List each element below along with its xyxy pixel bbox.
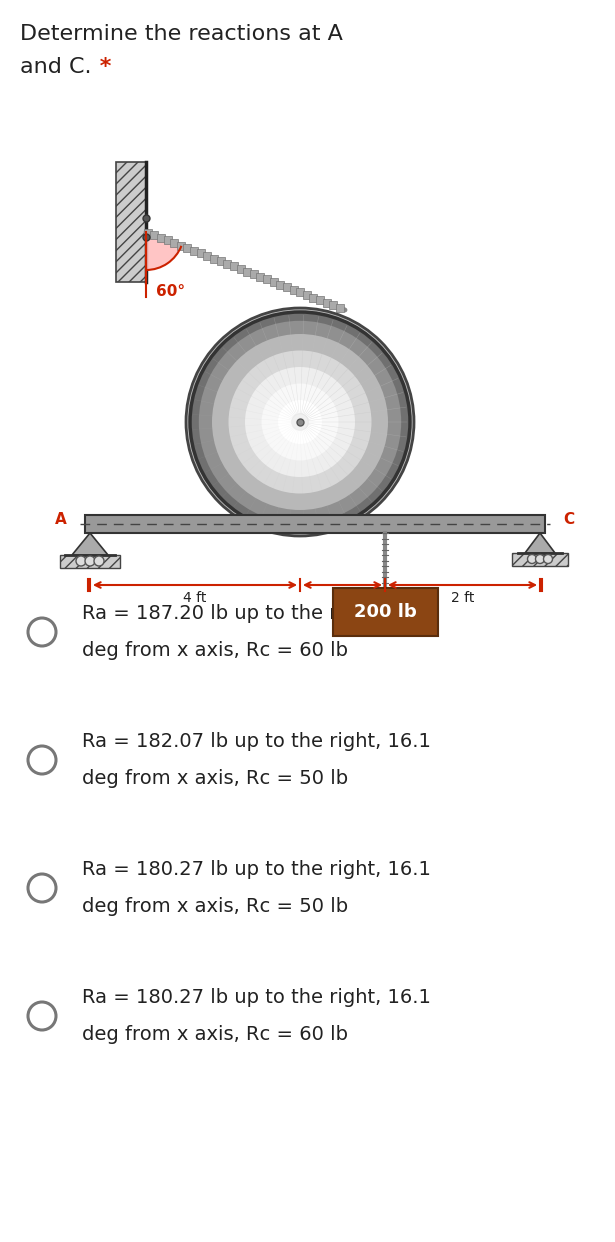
Bar	[116, 161, 146, 282]
Circle shape	[28, 746, 56, 774]
Text: A: A	[55, 513, 67, 528]
Circle shape	[28, 1002, 56, 1030]
Text: 60°: 60°	[156, 284, 185, 299]
Circle shape	[94, 556, 104, 566]
Text: 2 ft: 2 ft	[451, 591, 474, 605]
Circle shape	[528, 554, 536, 564]
Text: Ra = 180.27 lb up to the right, 16.1: Ra = 180.27 lb up to the right, 16.1	[82, 987, 431, 1007]
Text: Ra = 180.27 lb up to the right, 16.1: Ra = 180.27 lb up to the right, 16.1	[82, 859, 431, 879]
Bar	[60, 555, 120, 568]
Text: 2 ft: 2 ft	[331, 591, 354, 605]
Circle shape	[291, 414, 309, 431]
Text: deg from x axis, Rc = 60 lb: deg from x axis, Rc = 60 lb	[82, 641, 348, 660]
Polygon shape	[525, 533, 555, 553]
Text: B: B	[280, 452, 292, 467]
Text: deg from x axis, Rc = 50 lb: deg from x axis, Rc = 50 lb	[82, 769, 348, 787]
Circle shape	[536, 554, 544, 564]
Wedge shape	[146, 232, 181, 270]
Text: C: C	[563, 513, 574, 528]
Polygon shape	[72, 533, 108, 555]
Bar	[333, 587, 438, 636]
Circle shape	[199, 320, 401, 523]
Text: 200 lb: 200 lb	[354, 604, 416, 621]
Circle shape	[278, 400, 322, 443]
Text: Determine the reactions at A: Determine the reactions at A	[20, 24, 343, 43]
Bar	[512, 553, 568, 566]
Text: and C.: and C.	[20, 57, 92, 77]
Circle shape	[28, 619, 56, 646]
Text: 4 ft: 4 ft	[183, 591, 207, 605]
Circle shape	[212, 334, 388, 510]
Text: Ra = 187.20 lb up to the right, 16.1: Ra = 187.20 lb up to the right, 16.1	[82, 604, 431, 623]
Circle shape	[186, 308, 414, 537]
Circle shape	[190, 312, 410, 532]
Circle shape	[28, 874, 56, 902]
Circle shape	[229, 350, 371, 493]
Text: deg from x axis, Rc = 60 lb: deg from x axis, Rc = 60 lb	[82, 1025, 348, 1045]
Text: *: *	[92, 57, 111, 77]
Circle shape	[76, 556, 86, 566]
Text: deg from x axis, Rc = 50 lb: deg from x axis, Rc = 50 lb	[82, 897, 348, 917]
Circle shape	[245, 366, 355, 477]
Circle shape	[85, 556, 95, 566]
Circle shape	[261, 384, 338, 461]
Text: Ra = 182.07 lb up to the right, 16.1: Ra = 182.07 lb up to the right, 16.1	[82, 732, 431, 751]
Bar	[85, 515, 545, 533]
Circle shape	[544, 554, 552, 564]
